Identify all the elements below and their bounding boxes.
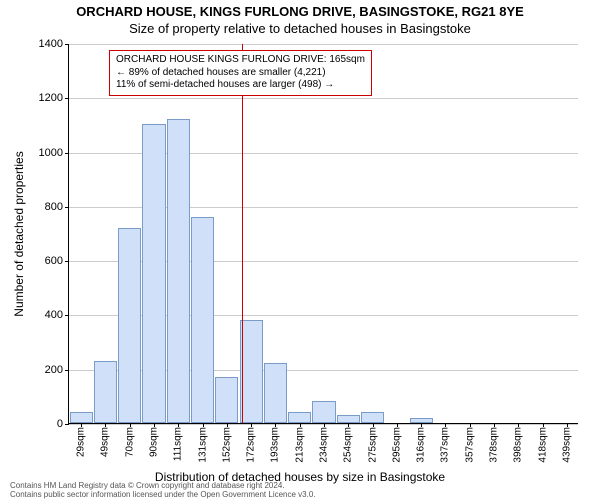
xtick-label: 398sqm: [513, 427, 524, 463]
histogram-bar: [361, 412, 384, 423]
chart-container: ORCHARD HOUSE, KINGS FURLONG DRIVE, BASI…: [0, 0, 600, 500]
ytick-label: 1400: [23, 38, 63, 50]
annotation-box: ORCHARD HOUSE KINGS FURLONG DRIVE: 165sq…: [109, 50, 372, 96]
xtick-label: 111sqm: [173, 427, 184, 461]
xtick-label: 418sqm: [537, 427, 548, 463]
xtick-label: 131sqm: [197, 427, 208, 463]
marker-line: [242, 44, 243, 423]
xtick-label: 213sqm: [294, 427, 305, 463]
annotation-line: ← 89% of detached houses are smaller (4,…: [116, 67, 365, 80]
xtick-label: 295sqm: [391, 427, 402, 463]
ytick-mark: [65, 370, 69, 371]
ytick-mark: [65, 424, 69, 425]
histogram-bar: [94, 361, 117, 423]
ytick-label: 1000: [23, 147, 63, 159]
ytick-mark: [65, 207, 69, 208]
y-axis-label: Number of detached properties: [12, 151, 26, 316]
ytick-label: 600: [23, 255, 63, 267]
annotation-line: ORCHARD HOUSE KINGS FURLONG DRIVE: 165sq…: [116, 54, 365, 67]
histogram-bar: [142, 124, 165, 423]
xtick-label: 357sqm: [464, 427, 475, 463]
xtick-label: 193sqm: [270, 427, 281, 463]
gridline: [69, 98, 578, 99]
histogram-bar: [288, 412, 311, 423]
histogram-bar: [215, 377, 238, 423]
ytick-mark: [65, 261, 69, 262]
footer-line: Contains public sector information licen…: [10, 491, 316, 500]
ytick-mark: [65, 315, 69, 316]
histogram-bar: [312, 401, 335, 423]
xtick-label: 49sqm: [100, 427, 111, 457]
xtick-label: 90sqm: [149, 427, 160, 457]
xtick-label: 152sqm: [221, 427, 232, 463]
ytick-mark: [65, 44, 69, 45]
plot-area: 020040060080010001200140029sqm49sqm70sqm…: [68, 44, 578, 424]
xtick-label: 70sqm: [124, 427, 135, 457]
xtick-label: 378sqm: [489, 427, 500, 463]
histogram-bar: [264, 363, 287, 423]
ytick-label: 1200: [23, 92, 63, 104]
footer-attribution: Contains HM Land Registry data © Crown c…: [10, 482, 316, 500]
xtick-label: 439sqm: [561, 427, 572, 463]
histogram-bar: [337, 415, 360, 423]
annotation-line: 11% of semi-detached houses are larger (…: [116, 79, 365, 92]
chart-area: 020040060080010001200140029sqm49sqm70sqm…: [68, 44, 578, 424]
xtick-label: 29sqm: [76, 427, 87, 457]
histogram-bar: [167, 119, 190, 423]
gridline: [69, 44, 578, 45]
histogram-bar: [118, 228, 141, 423]
xtick-label: 275sqm: [367, 427, 378, 463]
xtick-label: 316sqm: [416, 427, 427, 463]
xtick-label: 172sqm: [246, 427, 257, 463]
histogram-bar: [70, 412, 93, 423]
ytick-mark: [65, 98, 69, 99]
page-title: ORCHARD HOUSE, KINGS FURLONG DRIVE, BASI…: [0, 0, 600, 19]
xtick-label: 337sqm: [440, 427, 451, 463]
ytick-mark: [65, 153, 69, 154]
xtick-label: 234sqm: [319, 427, 330, 463]
ytick-label: 0: [23, 418, 63, 430]
ytick-label: 200: [23, 364, 63, 376]
page-subtitle: Size of property relative to detached ho…: [0, 19, 600, 36]
xtick-label: 254sqm: [343, 427, 354, 463]
ytick-label: 400: [23, 309, 63, 321]
histogram-bar: [191, 217, 214, 423]
ytick-label: 800: [23, 201, 63, 213]
